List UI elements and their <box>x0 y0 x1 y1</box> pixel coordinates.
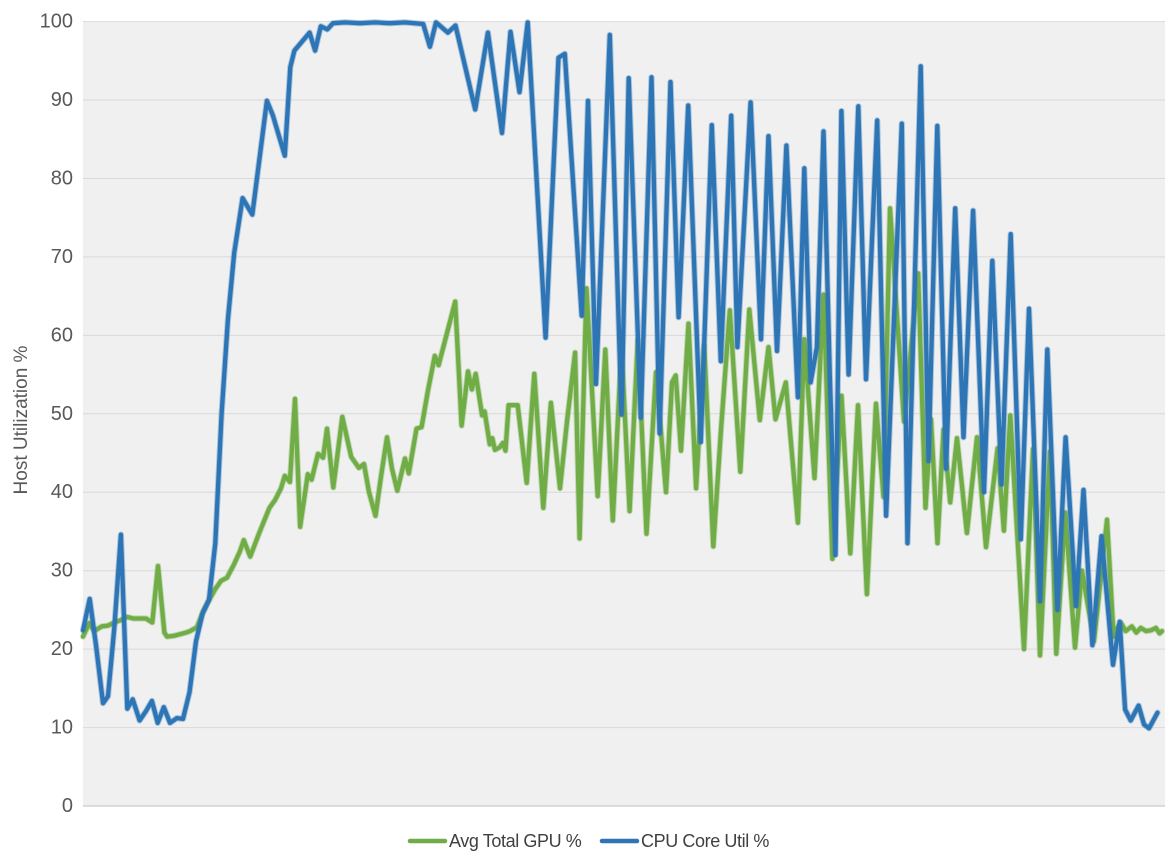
svg-text:50: 50 <box>51 403 73 425</box>
svg-text:60: 60 <box>51 324 73 346</box>
svg-text:Host Utilization %: Host Utilization % <box>11 345 32 494</box>
svg-text:100: 100 <box>40 11 73 33</box>
svg-text:0: 0 <box>62 795 73 817</box>
svg-text:80: 80 <box>51 168 73 190</box>
svg-text:CPU Core Util %: CPU Core Util % <box>641 831 769 851</box>
svg-text:40: 40 <box>51 481 73 503</box>
svg-text:30: 30 <box>51 560 73 582</box>
svg-text:90: 90 <box>51 89 73 111</box>
svg-text:10: 10 <box>51 717 73 739</box>
svg-text:70: 70 <box>51 246 73 268</box>
svg-text:20: 20 <box>51 638 73 660</box>
svg-text:Avg Total GPU %: Avg Total GPU % <box>449 831 582 851</box>
